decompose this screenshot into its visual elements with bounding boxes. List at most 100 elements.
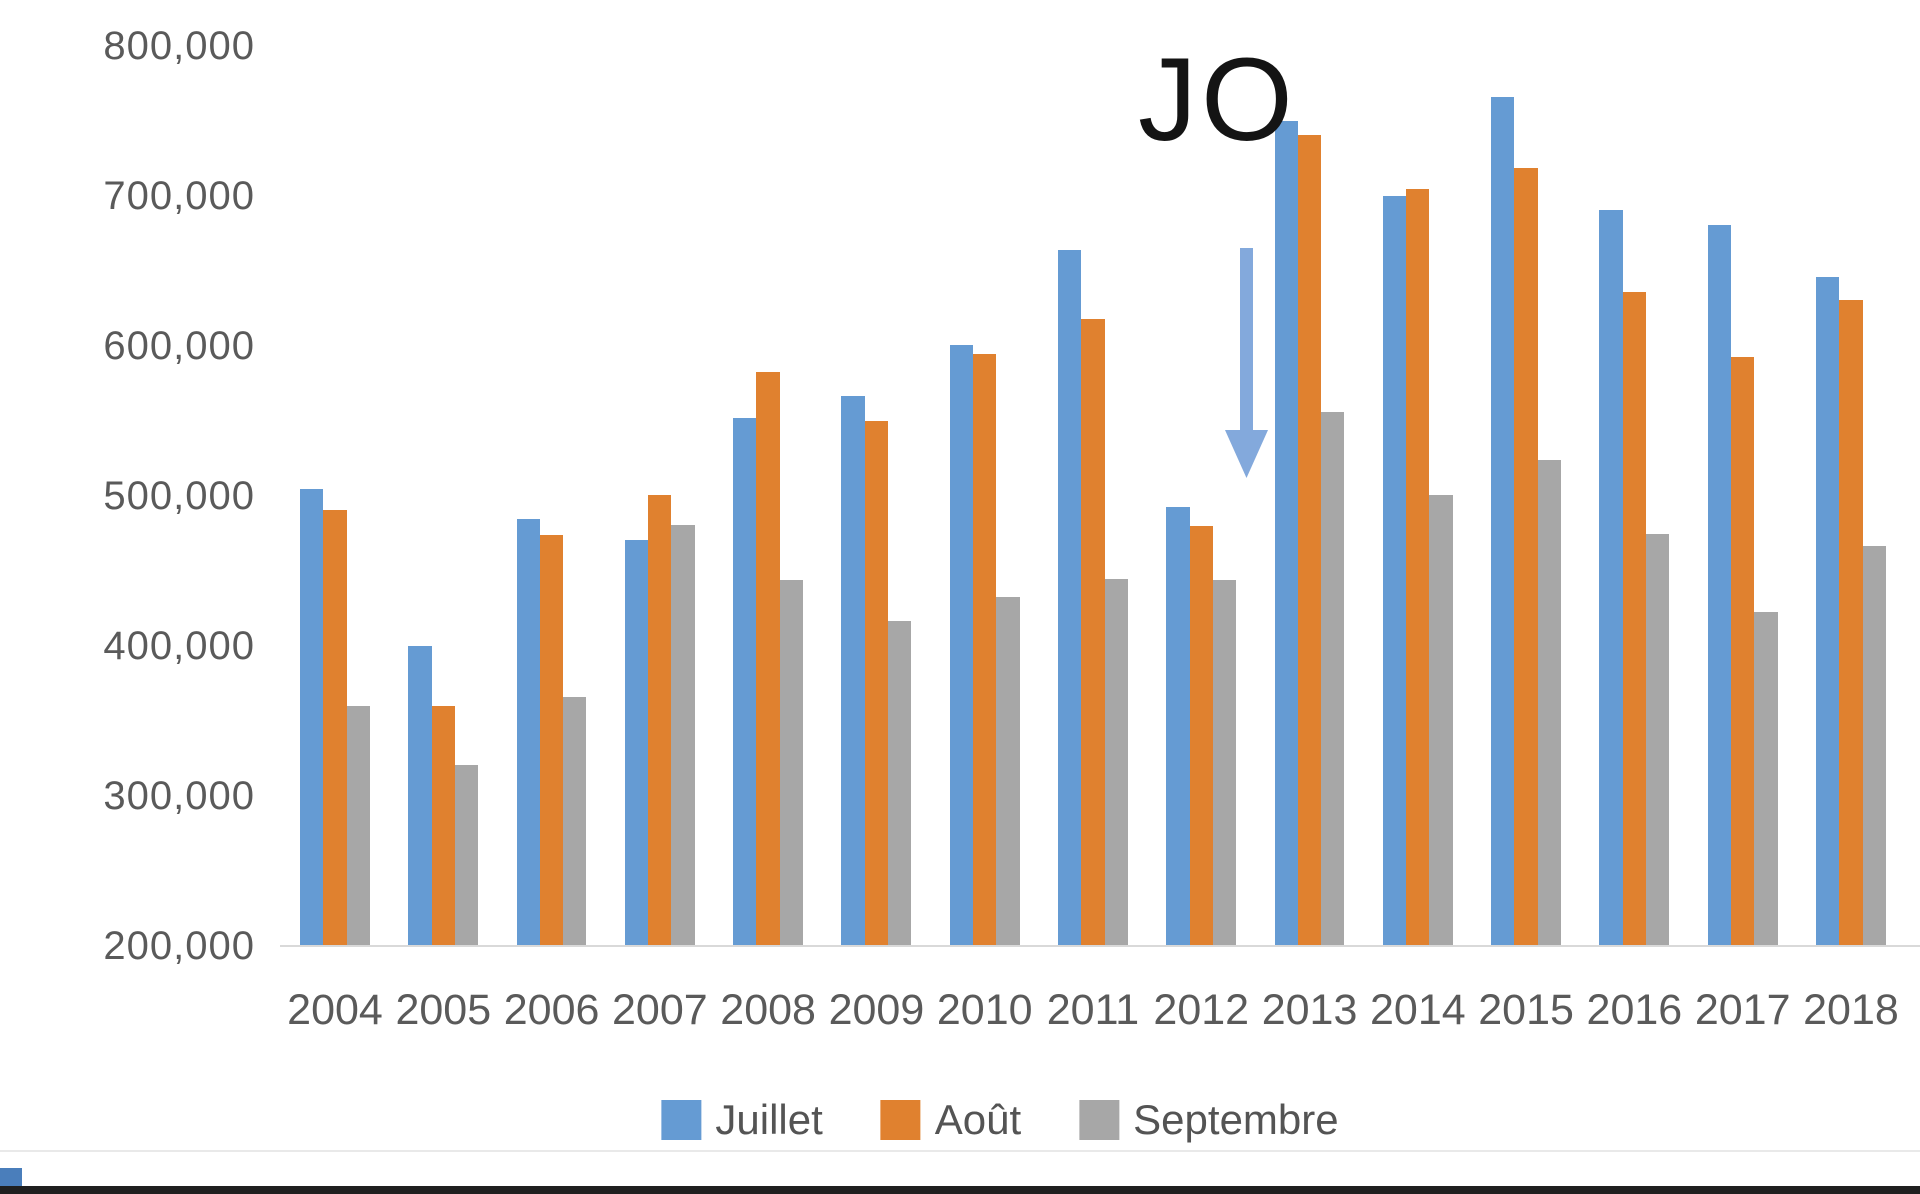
x-category-label-2015: 2015: [1478, 986, 1574, 1034]
bar-septembre-2005: [454, 764, 479, 946]
bar-juillet-2017: [1707, 224, 1731, 946]
bar-group-2006: [516, 0, 587, 946]
bar-septembre-2007: [671, 524, 695, 946]
bar-août-2017: [1730, 356, 1755, 946]
bar-juillet-2018: [1815, 277, 1840, 946]
annotation-text: JO: [1138, 34, 1297, 166]
x-category-label-2018: 2018: [1803, 986, 1899, 1034]
bar-septembre-2012: [1212, 580, 1237, 946]
x-category-label-2004: 2004: [287, 986, 383, 1034]
x-axis-line: [280, 945, 1920, 947]
bar-septembre-2015: [1537, 460, 1561, 946]
bar-septembre-2011: [1104, 578, 1128, 946]
chart-legend: Juillet Août Septembre: [661, 1096, 1339, 1144]
x-category-label-2010: 2010: [936, 986, 1033, 1034]
bar-juillet-2004: [300, 488, 324, 946]
down-arrow-icon: [1225, 248, 1268, 478]
bar-septembre-2008: [779, 580, 804, 946]
bar-août-2015: [1514, 167, 1538, 946]
legend-swatch-icon: [661, 1100, 702, 1140]
y-tick-label: 400,000: [103, 624, 255, 668]
legend-item-septembre: Septembre: [1079, 1096, 1339, 1144]
bar-août-2004: [323, 509, 347, 946]
legend-item-août: Août: [880, 1096, 1022, 1144]
bar-septembre-2004: [346, 706, 370, 946]
bar-juillet-2008: [733, 418, 757, 946]
bar-août-2011: [1081, 319, 1105, 946]
x-axis-category-labels: 2004 2005 2006 2007 2008 2009 2010 2011 2012 2013…: [280, 986, 1920, 1035]
bar-group-2005: [408, 0, 479, 946]
x-category-label-2009: 2009: [828, 986, 925, 1034]
legend-swatch-icon: [1079, 1100, 1120, 1140]
bar-group-2013: [1274, 0, 1345, 946]
bar-septembre-2014: [1429, 494, 1453, 946]
bar-group-2009: [841, 0, 912, 946]
bar-août-2013: [1297, 134, 1322, 946]
legend-label: Août: [934, 1096, 1022, 1143]
plot-area: [280, 0, 1920, 946]
x-category-label-2014: 2014: [1369, 986, 1466, 1034]
bar-août-2016: [1622, 292, 1646, 946]
bar-août-2010: [972, 353, 997, 946]
bar-août-2005: [431, 706, 455, 946]
bar-juillet-2009: [841, 395, 865, 946]
y-tick-label: 800,000: [103, 24, 255, 68]
bar-septembre-2016: [1645, 533, 1670, 946]
bar-juillet-2005: [408, 646, 432, 946]
y-tick-label: 500,000: [103, 474, 255, 518]
bar-juillet-2006: [516, 518, 540, 946]
bar-group-2015: [1491, 0, 1561, 946]
bar-août-2012: [1189, 526, 1213, 946]
legend-label: Septembre: [1133, 1096, 1339, 1143]
bar-group-2018: [1815, 0, 1886, 946]
bar-septembre-2013: [1321, 412, 1345, 946]
y-tick-label: 600,000: [103, 324, 255, 368]
chart-bottom-edge: [0, 1150, 1920, 1152]
x-category-label-2006: 2006: [503, 986, 600, 1034]
bar-group-2017: [1707, 0, 1778, 946]
bar-group-2004: [300, 0, 370, 946]
bar-group-2007: [624, 0, 695, 946]
x-category-label-2013: 2013: [1261, 986, 1358, 1034]
bar-group-2010: [949, 0, 1020, 946]
x-category-label-2017: 2017: [1694, 986, 1791, 1034]
bar-septembre-2017: [1754, 611, 1778, 946]
y-tick-label: 200,000: [103, 924, 255, 968]
bar-juillet-2014: [1382, 196, 1407, 946]
x-category-label-2005: 2005: [395, 986, 492, 1034]
bar-août-2009: [864, 421, 888, 946]
x-category-label-2008: 2008: [720, 986, 816, 1034]
y-tick-label: 300,000: [103, 774, 255, 818]
bar-août-2018: [1839, 299, 1863, 946]
bar-juillet-2010: [949, 344, 973, 946]
bar-juillet-2007: [624, 539, 649, 946]
bar-août-2008: [756, 371, 780, 946]
bar-juillet-2011: [1057, 250, 1082, 946]
bar-septembre-2009: [888, 620, 912, 946]
bar-septembre-2018: [1862, 545, 1886, 946]
bottom-window-border: [0, 1186, 1920, 1194]
y-tick-label: 700,000: [103, 174, 255, 218]
x-category-label-2007: 2007: [612, 986, 708, 1034]
bar-group-2012: [1166, 0, 1237, 946]
bar-group-2008: [733, 0, 804, 946]
bar-juillet-2015: [1491, 97, 1515, 946]
bar-septembre-2006: [563, 697, 587, 946]
x-category-label-2011: 2011: [1046, 986, 1140, 1034]
bar-septembre-2010: [996, 596, 1020, 946]
bar-group-2016: [1599, 0, 1670, 946]
legend-swatch-icon: [880, 1100, 921, 1140]
bar-août-2006: [539, 535, 564, 946]
x-category-label-2016: 2016: [1586, 986, 1683, 1034]
bar-juillet-2016: [1599, 209, 1623, 946]
bar-group-2014: [1382, 0, 1453, 946]
legend-item-juillet: Juillet: [661, 1096, 823, 1144]
bar-août-2014: [1406, 188, 1430, 946]
legend-label: Juillet: [715, 1096, 823, 1143]
bar-août-2007: [648, 494, 672, 946]
bar-group-2011: [1057, 0, 1128, 946]
bar-juillet-2012: [1166, 506, 1190, 946]
x-category-label-2012: 2012: [1153, 986, 1250, 1034]
bar-juillet-2013: [1274, 121, 1298, 946]
